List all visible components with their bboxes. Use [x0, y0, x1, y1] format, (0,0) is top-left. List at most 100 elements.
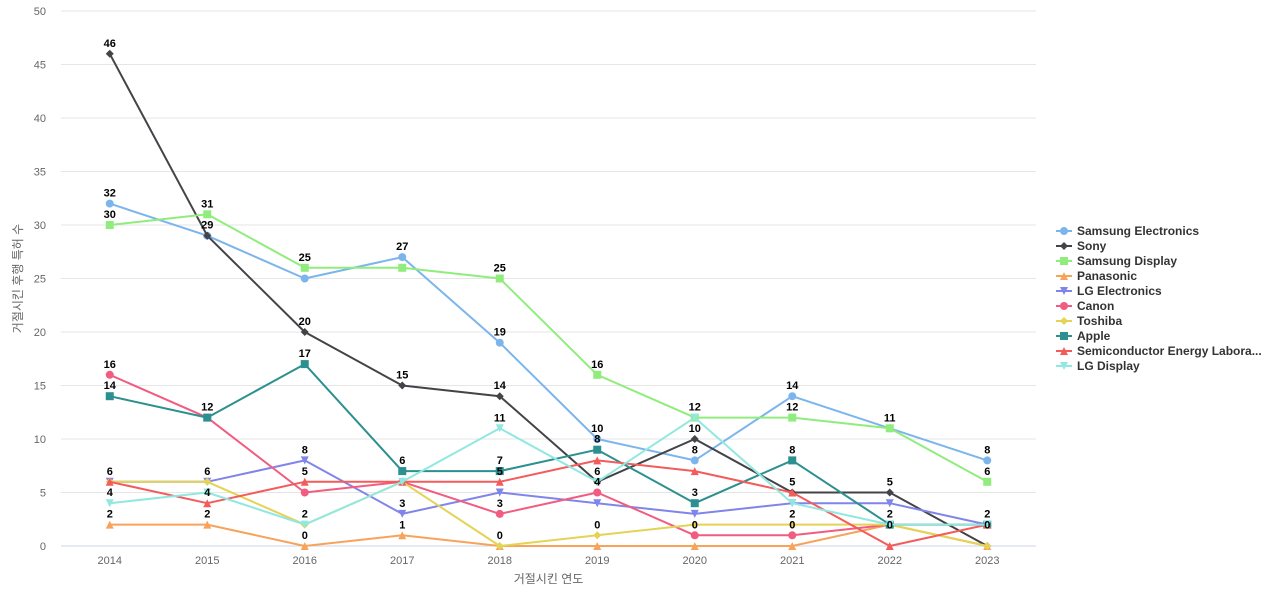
data-label: 0: [887, 519, 893, 531]
data-label: 25: [299, 252, 311, 264]
x-axis-ticks: 2014 2015 2016 2017 2018 2019 2020 2021 2022 2023: [98, 555, 1000, 567]
data-point: [300, 328, 309, 336]
data-label: 3: [399, 498, 405, 510]
data-point: [788, 488, 797, 497]
data-label: 20: [299, 316, 311, 328]
data-label: 27: [396, 241, 408, 253]
data-point: [983, 456, 992, 465]
data-point: [593, 445, 602, 454]
data-point: [203, 477, 212, 486]
data-label: 8: [789, 444, 795, 456]
data-point: [495, 509, 504, 518]
legend-marker: [1060, 257, 1068, 265]
legend-item[interactable]: Canon: [1056, 299, 1114, 313]
data-point: [788, 413, 797, 422]
data-label: 17: [299, 348, 311, 360]
series-6: [105, 477, 992, 550]
legend-item[interactable]: LG Electronics: [1056, 284, 1162, 298]
data-point: [203, 413, 212, 422]
data-label: 2: [107, 509, 113, 521]
series-line: [109, 373, 988, 537]
data-point: [300, 520, 309, 529]
legend-item[interactable]: Apple: [1056, 329, 1111, 343]
series-2: [105, 210, 992, 486]
data-label: 14: [104, 380, 117, 392]
data-point: [690, 531, 699, 540]
data-point: [788, 499, 797, 508]
x-axis-title: 거절시킨 연도: [514, 572, 584, 586]
data-label: 19: [494, 327, 506, 339]
data-label: 12: [786, 402, 798, 414]
y-tick-label: 20: [34, 327, 46, 339]
data-point: [690, 520, 699, 529]
data-point: [690, 542, 699, 550]
y-tick-label: 50: [34, 6, 46, 18]
series-line: [108, 53, 988, 547]
data-point: [300, 477, 309, 486]
data-point: [203, 499, 212, 508]
data-label: 4: [594, 477, 601, 489]
data-label: 12: [689, 402, 701, 414]
series-7: [105, 360, 992, 529]
data-label: 5: [887, 477, 893, 489]
series-line: [109, 459, 988, 526]
data-label: 2: [204, 509, 210, 521]
y-tick-label: 0: [40, 541, 46, 553]
data-label: 0: [984, 519, 990, 531]
series-8: [105, 456, 992, 550]
data-label: 25: [494, 263, 506, 275]
legend-item[interactable]: Panasonic: [1056, 269, 1137, 283]
data-point: [203, 520, 212, 529]
data-point: [690, 456, 699, 465]
data-point: [788, 520, 797, 529]
data-point: [690, 509, 699, 518]
data-point: [495, 392, 504, 401]
data-point: [105, 499, 114, 508]
x-tick-label: 2015: [195, 555, 219, 567]
legend-marker: [1060, 227, 1068, 235]
data-label: 16: [104, 359, 116, 371]
data-point: [203, 210, 212, 219]
x-tick-label: 2017: [390, 555, 414, 567]
data-point: [300, 542, 309, 550]
data-label: 8: [984, 444, 990, 456]
y-tick-label: 35: [34, 167, 46, 179]
y-tick-label: 5: [40, 488, 46, 500]
legend-marker: [1060, 272, 1068, 280]
data-label: 8: [692, 444, 698, 456]
data-label: 4: [204, 487, 211, 499]
series-line: [109, 416, 988, 526]
data-label: 32: [104, 188, 116, 200]
legend-item[interactable]: Samsung Display: [1056, 254, 1177, 268]
data-label: 1: [399, 519, 405, 531]
data-labels: 4632301614642312912642252017852027156312…: [104, 38, 991, 542]
data-point: [105, 49, 114, 58]
data-label: 8: [594, 434, 600, 446]
data-point: [300, 488, 309, 497]
data-point: [105, 477, 114, 486]
data-label: 14: [786, 380, 799, 392]
data-label: 29: [201, 220, 213, 232]
data-point: [690, 467, 699, 476]
data-label: 4: [107, 487, 114, 499]
x-tick-label: 2018: [488, 555, 512, 567]
data-point: [593, 531, 602, 540]
data-label: 6: [984, 466, 990, 478]
data-point: [885, 542, 894, 550]
legend-item[interactable]: Toshiba: [1056, 314, 1122, 328]
data-point: [885, 424, 894, 433]
data-label: 2: [302, 509, 308, 521]
legend-item[interactable]: Samsung Electronics: [1056, 224, 1199, 238]
legend-label: Samsung Display: [1077, 254, 1177, 268]
legend-item[interactable]: Sony: [1056, 239, 1107, 253]
data-point: [300, 274, 309, 283]
legend-item[interactable]: Semiconductor Energy Labora...: [1056, 344, 1262, 358]
data-label: 3: [692, 487, 698, 499]
data-label: 0: [789, 519, 795, 531]
legend-item[interactable]: LG Display: [1056, 359, 1140, 373]
data-point: [690, 435, 699, 443]
data-label: 14: [494, 380, 507, 392]
data-point: [593, 488, 602, 497]
data-point: [300, 263, 309, 272]
